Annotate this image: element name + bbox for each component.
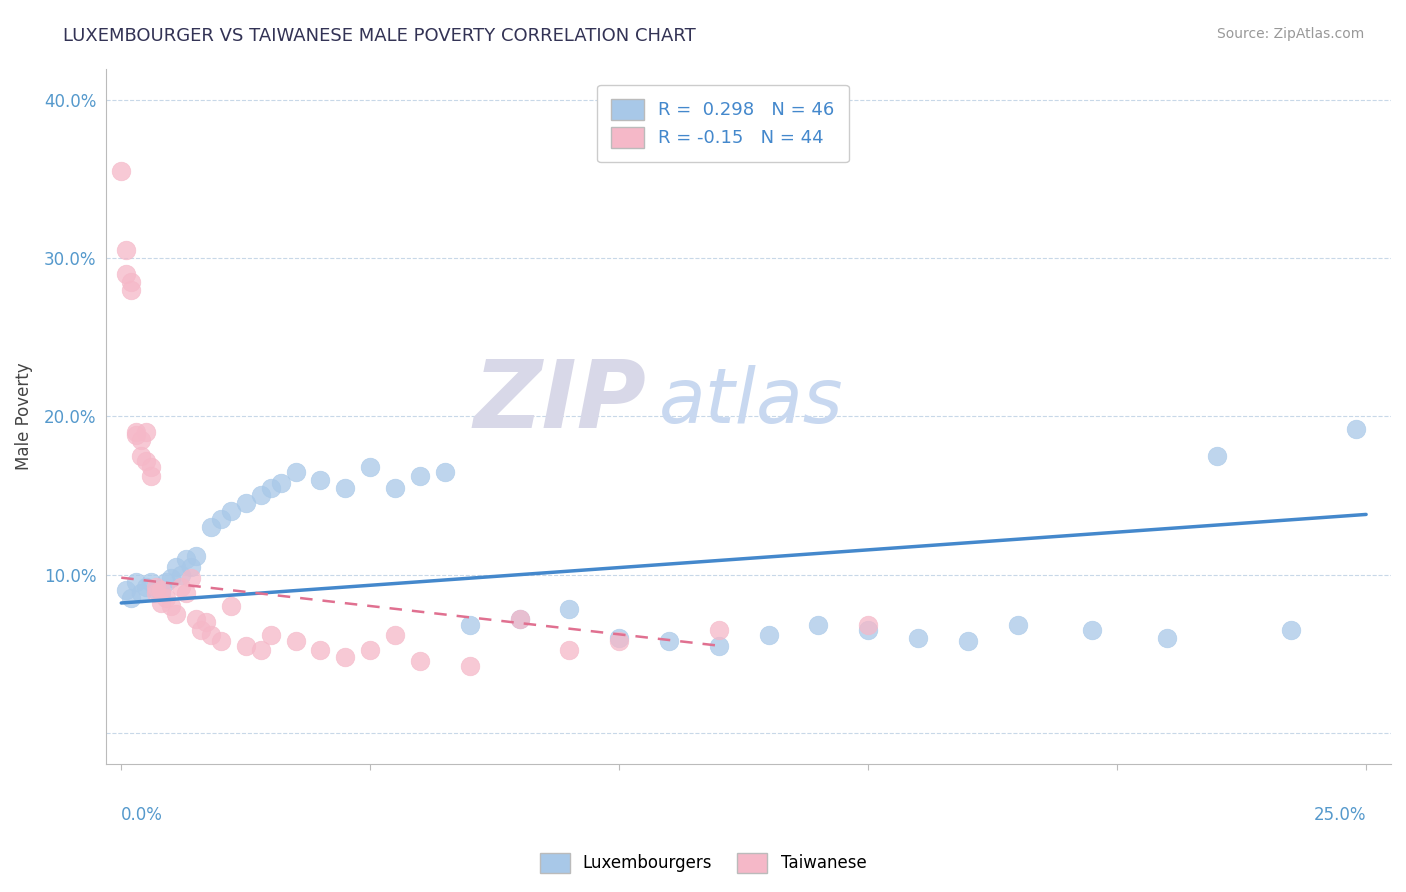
Point: [141, 460, 163, 475]
Point: [135, 453, 157, 467]
Point: [115, 244, 138, 258]
Point: [209, 512, 232, 526]
Point: [235, 639, 257, 653]
Point: [125, 575, 148, 590]
Point: [384, 627, 406, 641]
Point: [150, 586, 173, 600]
Legend: R =  0.298   N = 46, R = -0.15   N = 44: R = 0.298 N = 46, R = -0.15 N = 44: [598, 85, 849, 162]
Point: [155, 591, 177, 606]
Point: [284, 634, 307, 648]
Point: [509, 612, 531, 626]
Point: [458, 618, 481, 632]
Point: [160, 571, 183, 585]
Point: [145, 586, 167, 600]
Point: [120, 591, 142, 606]
Point: [150, 583, 173, 598]
Point: [120, 283, 142, 297]
Point: [165, 607, 187, 621]
Point: [509, 612, 531, 626]
Point: [1205, 449, 1227, 463]
Point: [707, 639, 730, 653]
Point: [219, 599, 242, 614]
Point: [384, 481, 406, 495]
Point: [150, 596, 173, 610]
Text: Source: ZipAtlas.com: Source: ZipAtlas.com: [1216, 27, 1364, 41]
Point: [115, 583, 138, 598]
Point: [135, 425, 157, 440]
Point: [170, 580, 193, 594]
Text: 25.0%: 25.0%: [1313, 806, 1367, 824]
Point: [200, 627, 222, 641]
Point: [129, 449, 152, 463]
Point: [170, 567, 193, 582]
Point: [1281, 623, 1303, 637]
Point: [141, 575, 163, 590]
Point: [165, 559, 187, 574]
Point: [359, 643, 381, 657]
Point: [558, 643, 581, 657]
Point: [180, 571, 202, 585]
Point: [309, 473, 332, 487]
Point: [658, 634, 681, 648]
Point: [184, 549, 207, 563]
Point: [270, 475, 292, 490]
Point: [110, 164, 132, 178]
Point: [235, 496, 257, 510]
Point: [125, 428, 148, 442]
Point: [607, 634, 630, 648]
Point: [335, 481, 357, 495]
Point: [129, 433, 152, 447]
Point: [219, 504, 242, 518]
Point: [707, 623, 730, 637]
Point: [1007, 618, 1029, 632]
Text: 0.0%: 0.0%: [121, 806, 163, 824]
Point: [249, 488, 271, 502]
Point: [174, 586, 197, 600]
Text: atlas: atlas: [659, 366, 844, 440]
Y-axis label: Male Poverty: Male Poverty: [15, 362, 32, 470]
Point: [856, 623, 879, 637]
Point: [956, 634, 979, 648]
Text: ZIP: ZIP: [472, 357, 645, 449]
Point: [1156, 631, 1178, 645]
Point: [174, 551, 197, 566]
Point: [194, 615, 217, 629]
Point: [1081, 623, 1104, 637]
Point: [145, 583, 167, 598]
Point: [180, 559, 202, 574]
Point: [807, 618, 830, 632]
Point: [409, 655, 432, 669]
Point: [309, 643, 332, 657]
Text: LUXEMBOURGER VS TAIWANESE MALE POVERTY CORRELATION CHART: LUXEMBOURGER VS TAIWANESE MALE POVERTY C…: [63, 27, 696, 45]
Point: [145, 580, 167, 594]
Point: [190, 623, 212, 637]
Point: [359, 460, 381, 475]
Point: [409, 469, 432, 483]
Point: [335, 649, 357, 664]
Legend: Luxembourgers, Taiwanese: Luxembourgers, Taiwanese: [533, 847, 873, 880]
Point: [155, 575, 177, 590]
Point: [907, 631, 929, 645]
Point: [184, 612, 207, 626]
Point: [135, 580, 157, 594]
Point: [259, 627, 281, 641]
Point: [209, 634, 232, 648]
Point: [120, 275, 142, 289]
Point: [160, 599, 183, 614]
Point: [558, 602, 581, 616]
Point: [259, 481, 281, 495]
Point: [1346, 422, 1368, 436]
Point: [284, 465, 307, 479]
Point: [200, 520, 222, 534]
Point: [856, 618, 879, 632]
Point: [607, 631, 630, 645]
Point: [115, 267, 138, 281]
Point: [141, 469, 163, 483]
Point: [758, 627, 780, 641]
Point: [129, 586, 152, 600]
Point: [249, 643, 271, 657]
Point: [125, 425, 148, 440]
Point: [433, 465, 456, 479]
Point: [458, 659, 481, 673]
